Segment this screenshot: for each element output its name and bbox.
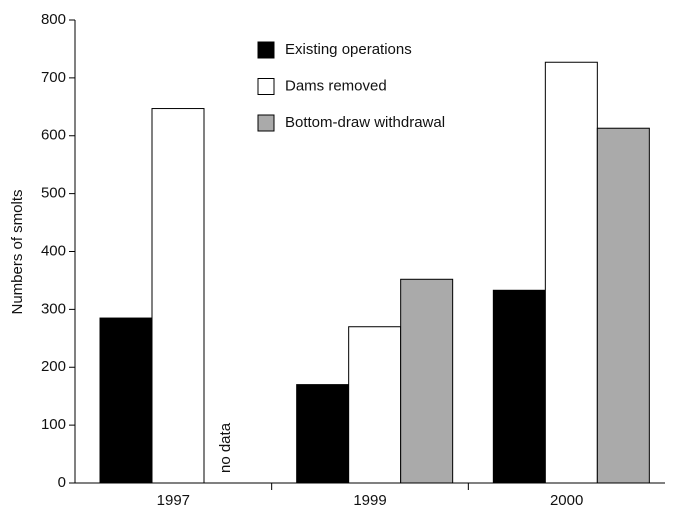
legend-swatch	[257, 78, 275, 95]
bar	[400, 278, 454, 484]
legend-label: Dams removed	[285, 77, 387, 94]
bar	[596, 127, 650, 484]
bar	[544, 61, 598, 484]
y-tick-label: 200	[41, 358, 66, 375]
y-tick-label: 100	[41, 416, 66, 433]
y-tick-label: 800	[41, 11, 66, 28]
x-tick-label: 1997	[157, 492, 190, 509]
bar	[296, 384, 350, 484]
bar	[492, 289, 546, 484]
y-tick-label: 600	[41, 127, 66, 144]
legend-swatch	[257, 114, 275, 132]
bar	[151, 108, 205, 484]
y-tick-label: 300	[41, 300, 66, 317]
legend-label: Bottom-draw withdrawal	[285, 114, 445, 131]
y-tick-label: 400	[41, 242, 66, 259]
y-axis-label: Numbers of smolts	[9, 189, 26, 314]
y-tick-label: 500	[41, 185, 66, 202]
legend-label: Existing operations	[285, 41, 412, 58]
bar	[99, 317, 153, 484]
x-tick-label: 2000	[550, 492, 583, 509]
y-tick-label: 0	[58, 474, 66, 491]
bar	[348, 326, 402, 484]
x-tick-label: 1999	[353, 492, 386, 509]
y-tick-label: 700	[41, 69, 66, 86]
legend-swatch	[257, 41, 275, 59]
annotation: no data	[217, 422, 234, 473]
